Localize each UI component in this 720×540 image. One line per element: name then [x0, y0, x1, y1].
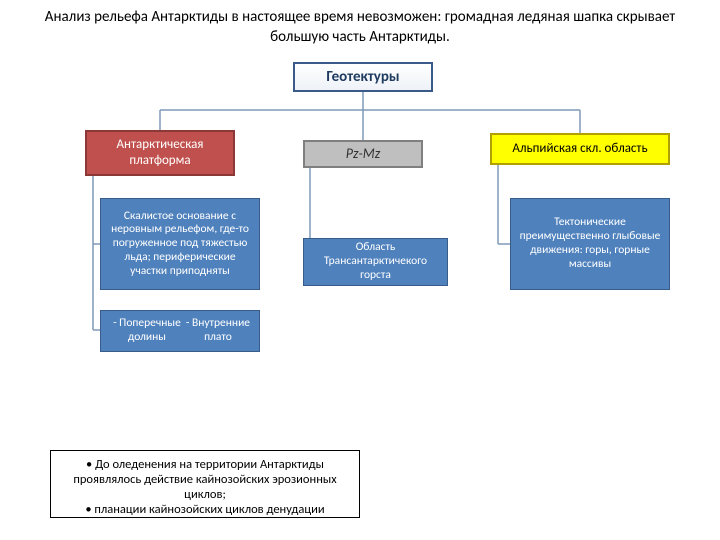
branch-left: Антарктическая платформа	[85, 130, 235, 176]
detail-right1: Тектонические преимущественно глыбовые д…	[510, 198, 670, 290]
footer-note: До оледенения на территории Антарктиды п…	[50, 450, 360, 518]
root-node: Геотектуры	[293, 62, 433, 92]
detail-middle1: Область Трансантарктичекого горста	[303, 238, 448, 286]
branch-right: Альпийская скл. область	[490, 133, 670, 165]
detail-left1: Скалистое основание с неровным рельефом,…	[100, 198, 260, 290]
footer-item: До оледенения на территории Антарктиды п…	[61, 457, 349, 502]
detail-left2: - Поперечные долины- Внутренние плато	[100, 310, 260, 352]
footer-item: планации кайнозойских циклов денудации	[61, 502, 349, 517]
page-title: Анализ рельефа Антарктиды в настоящее вр…	[40, 8, 680, 47]
branch-middle: Pz-Mz	[303, 140, 423, 168]
